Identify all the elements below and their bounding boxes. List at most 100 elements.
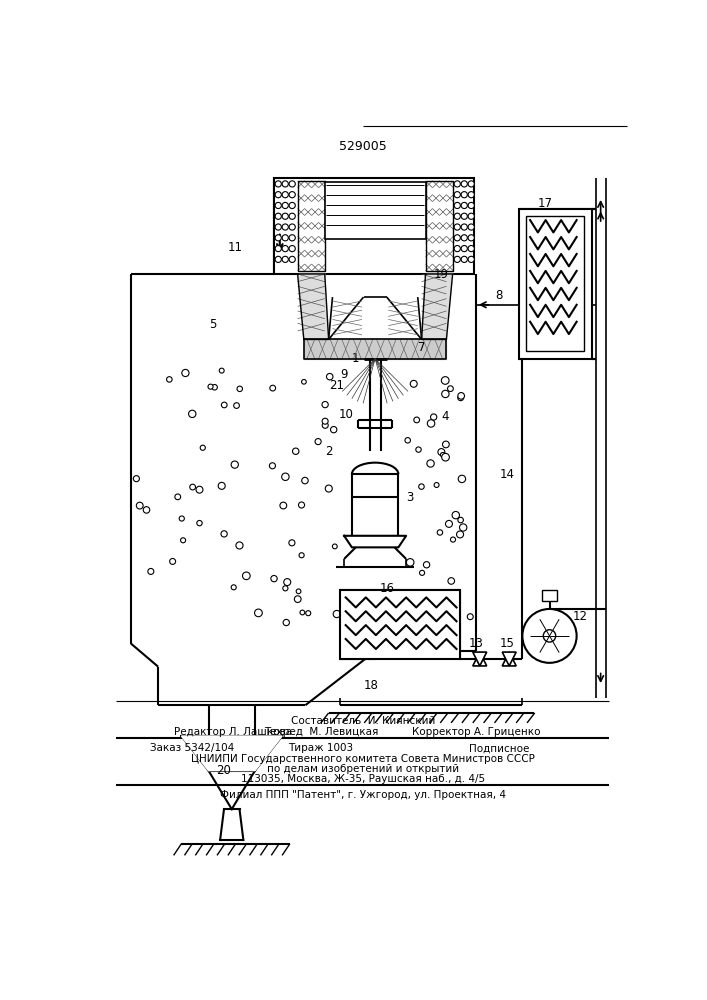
Text: Редактор Л. Лашкова: Редактор Л. Лашкова — [174, 727, 292, 737]
Circle shape — [289, 192, 296, 198]
Circle shape — [468, 224, 474, 230]
Polygon shape — [421, 274, 452, 339]
Text: 13: 13 — [469, 637, 484, 650]
Circle shape — [330, 427, 337, 433]
Polygon shape — [182, 736, 282, 771]
Circle shape — [200, 445, 205, 450]
Text: 8: 8 — [496, 289, 503, 302]
Text: Составитель  И. Киянский: Составитель И. Киянский — [291, 716, 435, 726]
Circle shape — [134, 476, 139, 482]
Circle shape — [443, 441, 449, 448]
Circle shape — [410, 380, 417, 387]
Circle shape — [305, 611, 311, 616]
Circle shape — [180, 538, 186, 543]
Text: Филиал ППП "Патент", г. Ужгород, ул. Проектная, 4: Филиал ППП "Патент", г. Ужгород, ул. Про… — [220, 790, 506, 800]
Circle shape — [315, 439, 321, 445]
Text: 10: 10 — [339, 408, 354, 421]
Circle shape — [289, 235, 296, 241]
Circle shape — [282, 213, 288, 219]
Circle shape — [461, 202, 467, 209]
Circle shape — [454, 202, 460, 209]
Circle shape — [270, 385, 276, 391]
Circle shape — [405, 438, 411, 443]
Bar — [352, 474, 398, 536]
Circle shape — [280, 502, 287, 509]
Text: 7: 7 — [418, 341, 426, 354]
Circle shape — [468, 202, 474, 209]
Circle shape — [448, 386, 453, 392]
Circle shape — [298, 502, 305, 508]
Circle shape — [457, 395, 464, 401]
Bar — [526, 216, 585, 351]
Circle shape — [414, 417, 419, 423]
Circle shape — [284, 579, 291, 586]
Circle shape — [255, 609, 262, 617]
Circle shape — [243, 572, 250, 580]
Circle shape — [322, 422, 328, 428]
Text: ЦНИИПИ Государственного комитета Совета Министров СССР: ЦНИИПИ Государственного комитета Совета … — [191, 754, 534, 764]
Polygon shape — [298, 274, 329, 339]
Bar — [325, 182, 426, 239]
Circle shape — [289, 246, 296, 252]
Circle shape — [434, 599, 438, 604]
Circle shape — [461, 192, 467, 198]
Circle shape — [170, 558, 175, 564]
Circle shape — [468, 246, 474, 252]
Circle shape — [182, 369, 189, 377]
Text: по делам изобретений и открытий: по делам изобретений и открытий — [267, 764, 459, 774]
Circle shape — [437, 530, 443, 535]
Circle shape — [468, 181, 474, 187]
Circle shape — [454, 213, 460, 219]
Circle shape — [219, 368, 224, 373]
Circle shape — [458, 517, 463, 523]
Text: Техред  М. Левицкая: Техред М. Левицкая — [264, 727, 378, 737]
Circle shape — [281, 473, 289, 480]
Circle shape — [322, 418, 328, 424]
Circle shape — [237, 386, 243, 392]
Circle shape — [289, 540, 295, 546]
Text: 529005: 529005 — [339, 140, 387, 153]
Text: 3: 3 — [407, 491, 414, 504]
Text: 17: 17 — [538, 197, 553, 210]
Circle shape — [221, 402, 227, 408]
Circle shape — [236, 542, 243, 549]
Circle shape — [407, 559, 414, 566]
Circle shape — [299, 553, 304, 558]
Circle shape — [457, 531, 464, 538]
Text: 2: 2 — [325, 445, 332, 458]
Circle shape — [332, 544, 337, 549]
Text: 6: 6 — [399, 194, 406, 207]
Circle shape — [468, 235, 474, 241]
Circle shape — [275, 246, 281, 252]
Circle shape — [300, 610, 305, 615]
Circle shape — [434, 483, 439, 487]
Bar — [298, 181, 325, 271]
Circle shape — [445, 520, 452, 527]
Circle shape — [423, 562, 430, 568]
Polygon shape — [304, 339, 446, 359]
Circle shape — [294, 596, 301, 602]
Circle shape — [144, 507, 150, 513]
Circle shape — [212, 385, 217, 390]
Circle shape — [461, 246, 467, 252]
Circle shape — [458, 475, 466, 483]
Circle shape — [196, 486, 203, 493]
Circle shape — [468, 192, 474, 198]
Circle shape — [468, 256, 474, 262]
Circle shape — [454, 224, 460, 230]
Circle shape — [221, 531, 227, 537]
Circle shape — [275, 202, 281, 209]
Circle shape — [454, 192, 460, 198]
Circle shape — [416, 447, 421, 452]
Polygon shape — [502, 652, 516, 666]
Polygon shape — [344, 536, 406, 547]
Text: Заказ 5342/104: Заказ 5342/104 — [151, 743, 235, 753]
Circle shape — [442, 390, 449, 398]
Circle shape — [448, 578, 455, 584]
Circle shape — [454, 235, 460, 241]
Circle shape — [461, 224, 467, 230]
Circle shape — [460, 524, 467, 531]
Circle shape — [442, 453, 450, 461]
Text: 9: 9 — [340, 368, 348, 381]
Circle shape — [441, 377, 449, 384]
